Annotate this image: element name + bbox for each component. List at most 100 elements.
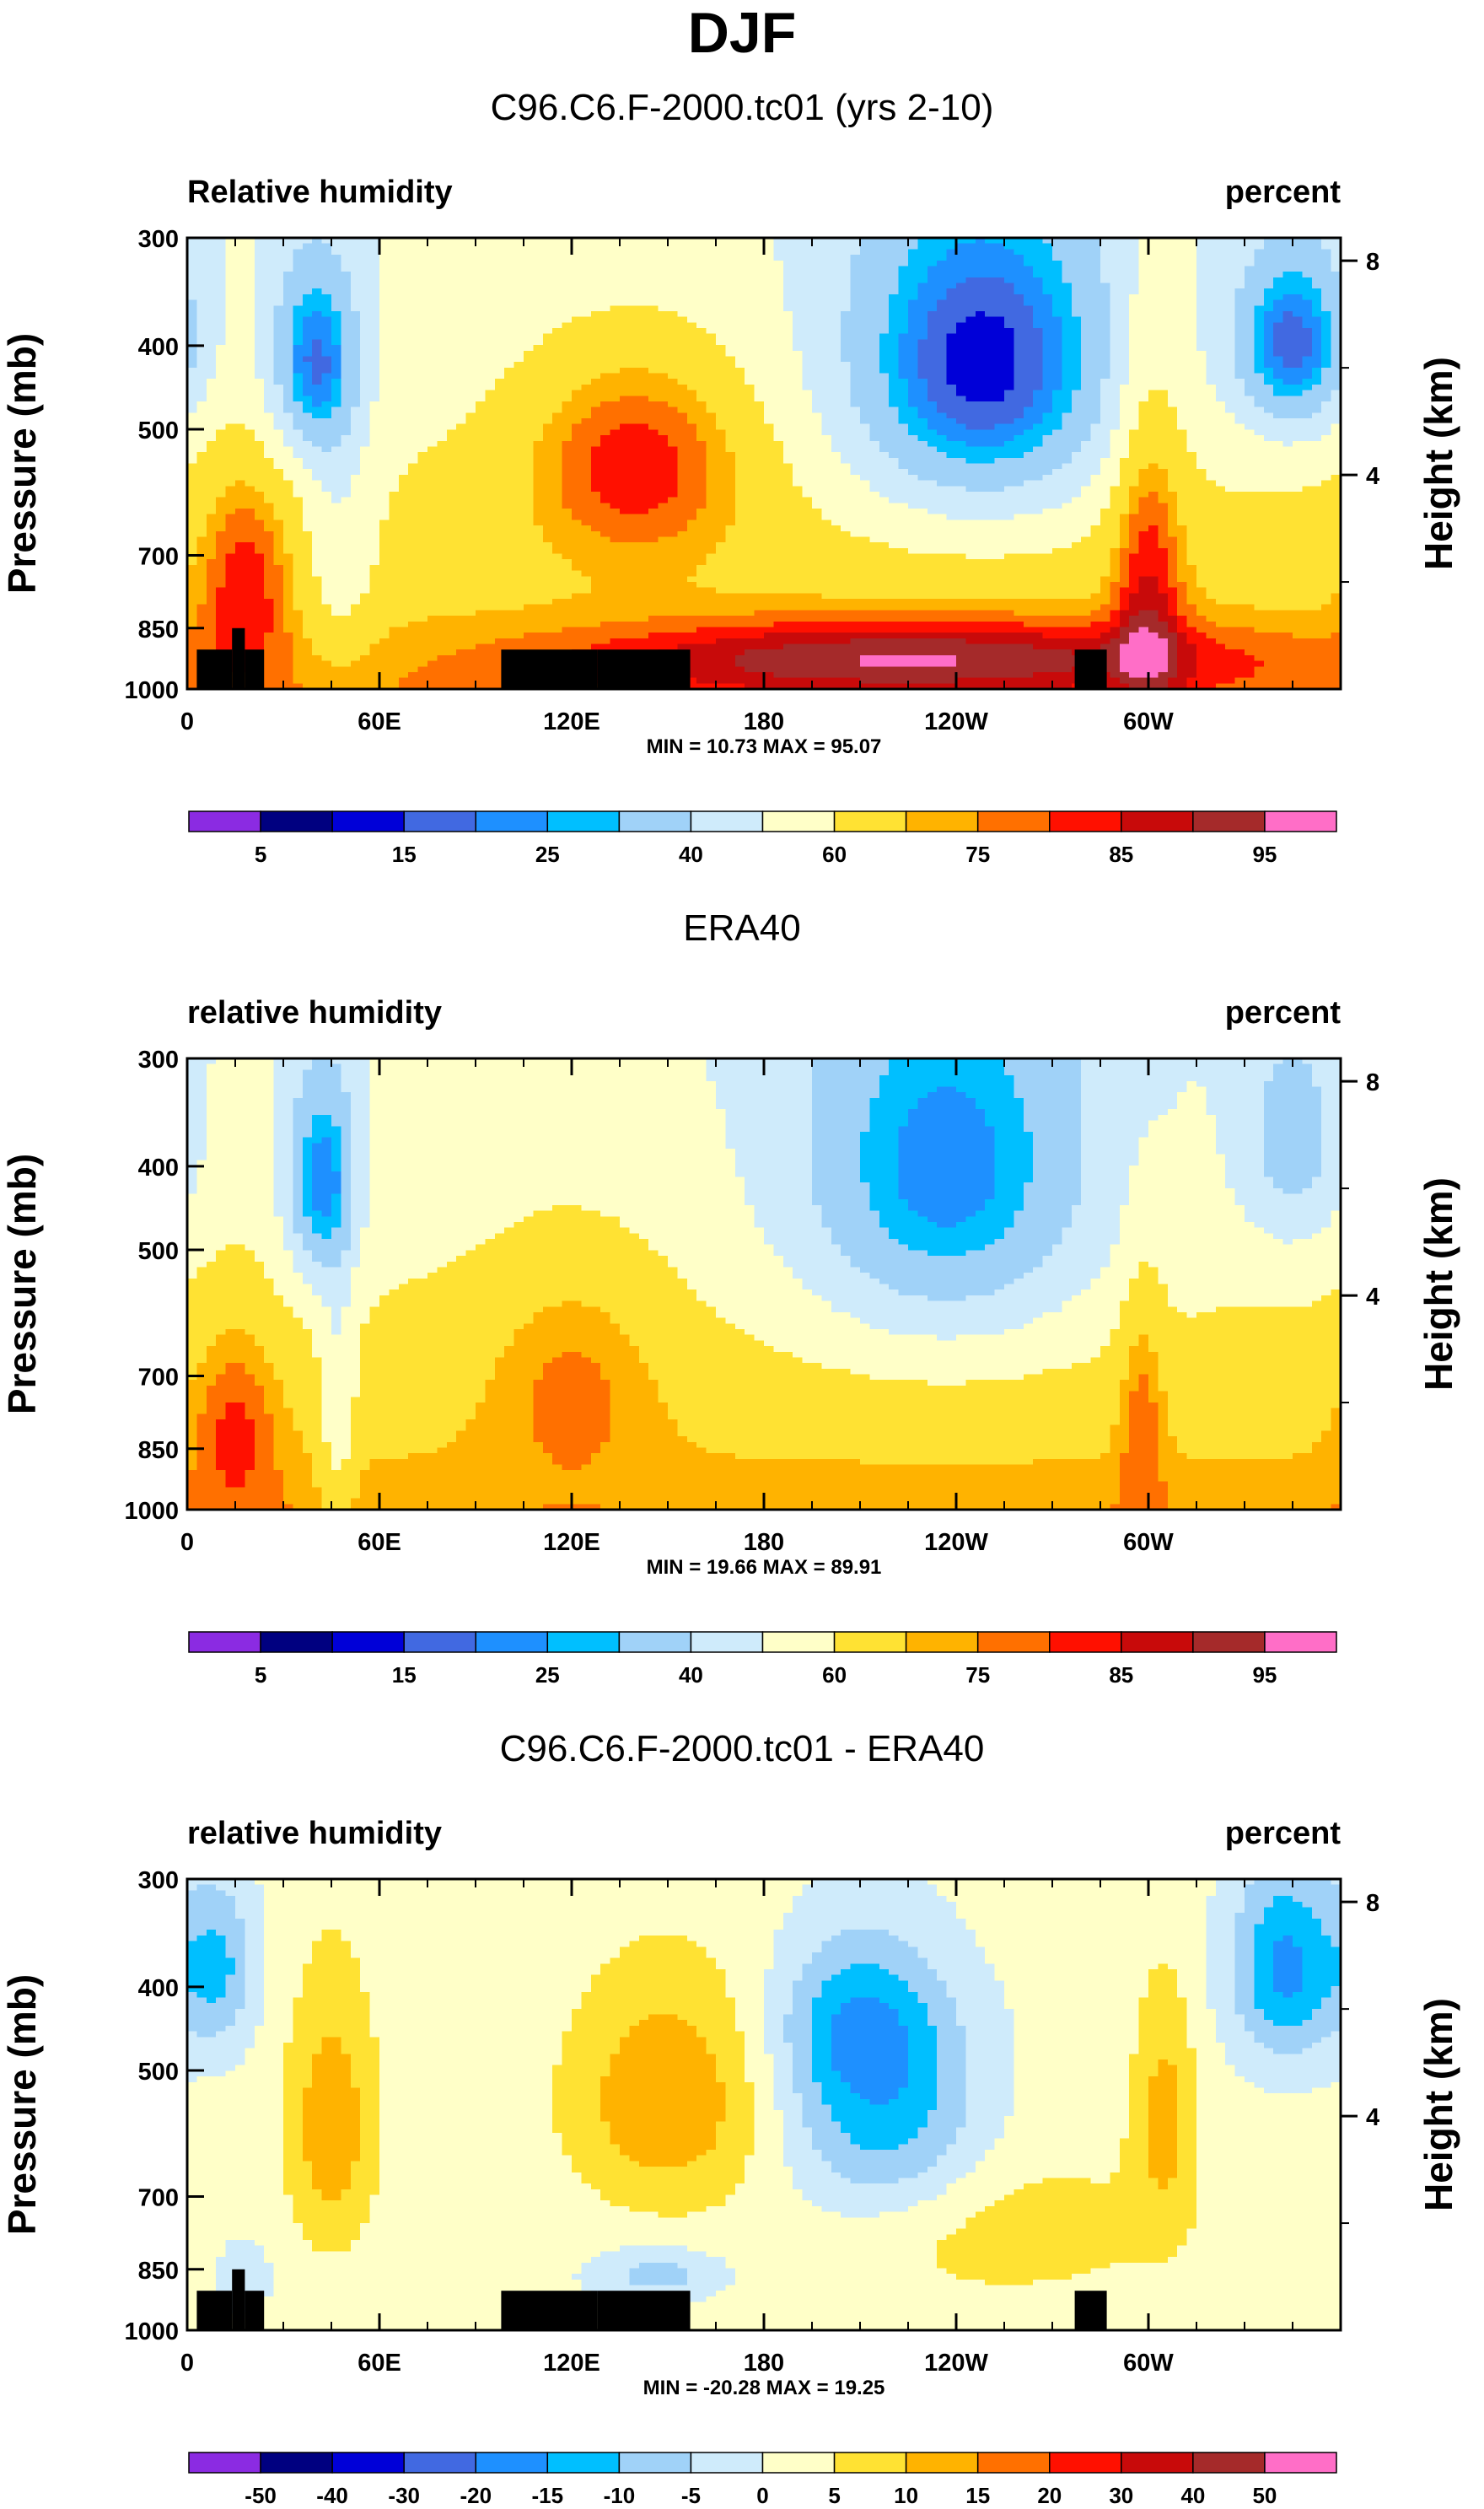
contour-cell <box>851 244 861 250</box>
contour-cell <box>687 277 697 283</box>
contour-cell <box>1072 261 1082 267</box>
contour-cell <box>1024 249 1034 255</box>
contour-cell <box>620 277 630 283</box>
contour-cell <box>1273 261 1283 267</box>
contour-cell <box>687 249 697 255</box>
contour-cell <box>552 244 562 250</box>
contour-cell <box>707 277 717 283</box>
contour-cell <box>216 277 226 283</box>
contour-cell <box>928 244 938 250</box>
contour-cell <box>312 255 322 261</box>
contour-cell <box>235 277 245 283</box>
contour-cell <box>437 266 447 272</box>
contour-cell <box>1110 261 1120 267</box>
contour-cell <box>908 244 918 250</box>
contour-cell <box>1283 255 1293 261</box>
contour-cell <box>1196 249 1207 255</box>
contour-cell <box>600 261 610 267</box>
contour-cell <box>187 249 197 255</box>
contour-cell <box>312 272 322 277</box>
contour-cell <box>879 255 890 261</box>
contour-cell <box>1072 266 1082 272</box>
contour-cell <box>1081 261 1091 267</box>
contour-cell <box>995 266 1005 272</box>
contour-cell <box>591 244 601 250</box>
panel-units-label: percent <box>1225 175 1342 210</box>
contour-cell <box>245 266 255 272</box>
contour-cell <box>1014 244 1024 250</box>
contour-cell <box>1245 249 1255 255</box>
contour-cell <box>216 272 226 277</box>
contour-cell <box>360 277 370 283</box>
contour-cell <box>677 261 687 267</box>
contour-cell <box>1043 261 1053 267</box>
contour-cell <box>1033 255 1043 261</box>
contour-cell <box>255 255 265 261</box>
contour-cell <box>639 261 649 267</box>
contour-cell <box>581 272 591 277</box>
contour-cell <box>889 255 899 261</box>
contour-cell <box>610 244 621 250</box>
contour-cell <box>389 266 399 272</box>
contour-cell <box>677 272 687 277</box>
contour-cell <box>437 244 447 250</box>
contour-cell <box>1014 249 1024 255</box>
contour-cell <box>1091 272 1101 277</box>
contour-cell <box>1293 249 1303 255</box>
contour-cell <box>1177 255 1187 261</box>
contour-cell <box>696 255 707 261</box>
contour-cell <box>1254 249 1264 255</box>
contour-cell <box>427 266 438 272</box>
contour-cell <box>504 266 514 272</box>
contour-cell <box>303 261 313 267</box>
contour-cell <box>812 261 822 267</box>
contour-cell <box>821 266 831 272</box>
contour-cell <box>379 244 390 250</box>
contour-cell <box>399 272 409 277</box>
contour-cell <box>1129 244 1139 250</box>
contour-cell <box>831 272 841 277</box>
contour-cell <box>533 272 543 277</box>
contour-cell <box>917 249 928 255</box>
contour-cell <box>1139 272 1149 277</box>
contour-cell <box>485 277 495 283</box>
contour-cell <box>1245 272 1255 277</box>
contour-cell <box>1120 272 1130 277</box>
contour-cell <box>1043 277 1053 283</box>
contour-cell <box>399 255 409 261</box>
contour-cell <box>668 255 678 261</box>
contour-cell <box>389 249 399 255</box>
contour-cell <box>831 249 841 255</box>
contour-cell <box>803 277 813 283</box>
contour-cell <box>562 272 573 277</box>
contour-cell <box>659 261 669 267</box>
contour-cell <box>456 277 466 283</box>
contour-cell <box>1024 266 1034 272</box>
contour-cell <box>408 244 418 250</box>
contour-cell <box>572 261 582 267</box>
contour-cell <box>869 272 879 277</box>
contour-cell <box>293 249 303 255</box>
contour-cell <box>1043 266 1053 272</box>
contour-cell <box>707 272 717 277</box>
contour-cell <box>725 266 735 272</box>
contour-cell <box>668 266 678 272</box>
contour-cell <box>408 272 418 277</box>
contour-cell <box>245 244 255 250</box>
contour-cell <box>1062 261 1072 267</box>
contour-cell <box>447 266 457 272</box>
contour-cell <box>283 261 293 267</box>
contour-cell <box>1091 266 1101 272</box>
contour-cell <box>196 244 207 250</box>
contour-cell <box>668 249 678 255</box>
contour-cell <box>793 272 803 277</box>
contour-cell <box>245 277 255 283</box>
contour-cell <box>572 266 582 272</box>
contour-cell <box>1312 249 1322 255</box>
contour-cell <box>427 277 438 283</box>
contour-cell <box>735 261 745 267</box>
contour-cell <box>659 249 669 255</box>
contour-cell <box>235 244 245 250</box>
contour-cell <box>841 272 851 277</box>
contour-cell <box>418 244 428 250</box>
